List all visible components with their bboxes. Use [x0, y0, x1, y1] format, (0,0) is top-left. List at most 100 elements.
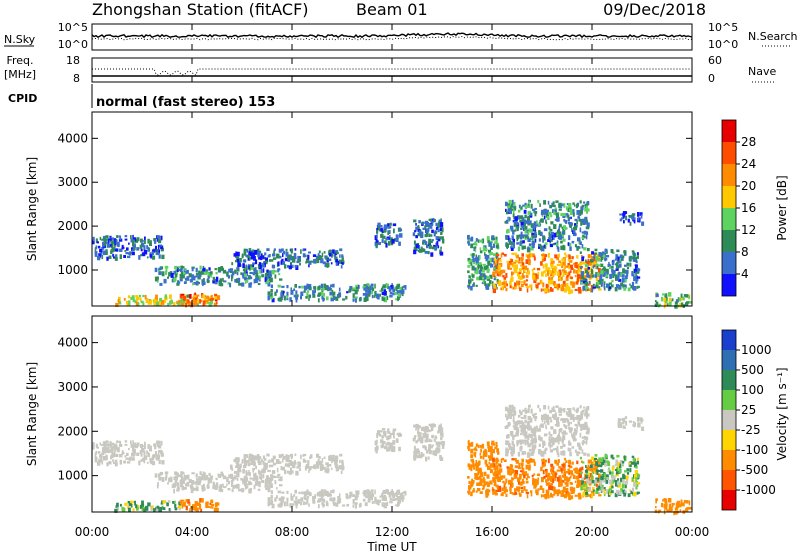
- heatmap-cell: [249, 477, 253, 480]
- heatmap-cell: [101, 452, 105, 456]
- heatmap-cell: [435, 441, 439, 446]
- heatmap-cell: [577, 492, 582, 498]
- heatmap-cell: [608, 492, 612, 496]
- heatmap-cell: [156, 238, 159, 242]
- heatmap-cell: [480, 448, 482, 453]
- heatmap-cell: [526, 459, 531, 464]
- heatmap-cell: [492, 488, 495, 492]
- heatmap-cell: [493, 463, 496, 467]
- heatmap-cell: [511, 208, 514, 211]
- power-colorbar-label: Power [dB]: [775, 175, 789, 240]
- heatmap-cell: [474, 473, 477, 477]
- heatmap-cell: [470, 491, 473, 497]
- heatmap-cell: [392, 491, 395, 495]
- heatmap-cell: [136, 297, 140, 301]
- heatmap-cell: [141, 448, 145, 453]
- heatmap-cell: [128, 448, 130, 451]
- heatmap-cell: [110, 456, 113, 460]
- heatmap-cell: [555, 405, 559, 408]
- heatmap-cell: [586, 427, 590, 433]
- heatmap-cell: [438, 441, 442, 445]
- heatmap-cell: [433, 231, 436, 234]
- heatmap-cell: [596, 487, 600, 491]
- heatmap-cell: [625, 215, 628, 221]
- colorbar-segment: [722, 252, 736, 274]
- heatmap-cell: [516, 234, 520, 240]
- heatmap-cell: [295, 297, 298, 303]
- heatmap-cell: [143, 245, 146, 250]
- heatmap-cell: [268, 259, 271, 262]
- heatmap-cell: [434, 246, 437, 251]
- heatmap-cell: [282, 466, 285, 471]
- heatmap-cell: [536, 493, 539, 496]
- heatmap-cell: [556, 462, 560, 466]
- heatmap-cell: [136, 452, 140, 456]
- heatmap-cell: [567, 263, 570, 266]
- heatmap-cell: [618, 278, 622, 282]
- heatmap-cell: [555, 417, 559, 421]
- heatmap-cell: [612, 480, 615, 484]
- heatmap-cell: [510, 206, 512, 210]
- heatmap-cell: [616, 454, 620, 458]
- heatmap-cell: [538, 449, 542, 453]
- heatmap-cell: [287, 256, 291, 260]
- heatmap-cell: [388, 287, 391, 290]
- heatmap-cell: [578, 276, 580, 282]
- heatmap-cell: [415, 223, 417, 226]
- heatmap-cell: [575, 475, 579, 480]
- heatmap-cell: [247, 257, 251, 261]
- heatmap-cell: [523, 268, 526, 273]
- heatmap-cell: [286, 285, 289, 289]
- heatmap-cell: [629, 489, 631, 492]
- heatmap-cell: [475, 238, 478, 242]
- heatmap-cell: [197, 302, 199, 307]
- heatmap-cell: [545, 482, 549, 486]
- heatmap-cell: [581, 441, 585, 445]
- heatmap-cell: [535, 429, 538, 432]
- heatmap-cell: [555, 200, 559, 203]
- colorbar-segment: [722, 350, 736, 370]
- heatmap-cell: [482, 269, 485, 273]
- heatmap-cell: [244, 475, 246, 480]
- heatmap-cell: [515, 428, 520, 434]
- heatmap-cell: [568, 477, 571, 482]
- colorbar-tick-label: -500: [741, 463, 768, 477]
- heatmap-cell: [537, 488, 540, 491]
- heatmap-cell: [569, 475, 572, 479]
- heatmap-cell: [629, 256, 631, 260]
- heatmap-cell: [617, 464, 619, 469]
- heatmap-cell: [619, 463, 621, 467]
- heatmap-cell: [552, 488, 556, 491]
- heatmap-cell: [376, 499, 380, 505]
- heatmap-cell: [600, 462, 603, 466]
- heatmap-cell: [533, 267, 536, 270]
- heatmap-cell: [513, 410, 516, 413]
- heatmap-cell: [508, 240, 512, 244]
- heatmap-cell: [329, 291, 333, 296]
- heatmap-cell: [494, 262, 496, 265]
- heatmap-cell: [624, 470, 627, 473]
- heatmap-cell: [479, 452, 482, 456]
- heatmap-cell: [527, 215, 530, 219]
- heatmap-cell: [574, 265, 578, 268]
- heatmap-cell: [322, 498, 326, 503]
- heatmap-cell: [210, 274, 213, 278]
- heatmap-cell: [472, 283, 475, 287]
- heatmap-cell: [556, 263, 561, 267]
- heatmap-cell: [130, 238, 133, 243]
- heatmap-cell: [362, 293, 366, 296]
- heatmap-cell: [154, 276, 158, 282]
- heatmap-cell: [592, 256, 596, 259]
- heatmap-cell: [581, 281, 583, 285]
- heatmap-cell: [491, 235, 495, 240]
- heatmap-cell: [338, 465, 343, 470]
- heatmap-cell: [259, 269, 261, 274]
- heatmap-cell: [527, 210, 532, 215]
- heatmap-cell: [183, 477, 187, 481]
- heatmap-cell: [585, 282, 588, 285]
- heatmap-cell: [558, 484, 561, 487]
- heatmap-cell: [518, 409, 521, 414]
- heatmap-cell: [582, 277, 586, 282]
- heatmap-cell: [282, 456, 286, 460]
